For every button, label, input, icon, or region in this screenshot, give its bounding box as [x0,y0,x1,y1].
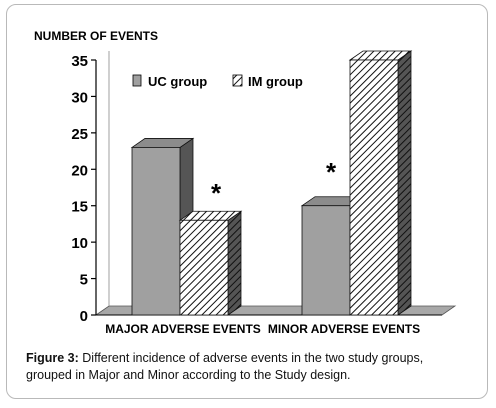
y-tick-label: 15 [71,199,88,216]
y-tick-label: 20 [71,162,88,179]
bar-im-0-side [227,210,242,316]
significance-asterisk: * [326,157,337,187]
legend-swatch-im [232,74,243,87]
legend: UC group IM group [132,74,303,89]
bar-uc-1-front [301,205,351,316]
y-tick-label: 5 [80,272,88,289]
bar-chart: NUMBER OF EVENTS 0 5 10 15 20 25 30 35 MAJOR ADV… [34,29,457,336]
bar-im-1-side [397,50,412,316]
figure-caption: Figure 3: Different incidence of adverse… [26,350,471,384]
caption-label: Figure 3: [26,351,79,365]
bar-uc-0-front [131,147,181,316]
bar-im-0 [178,210,243,316]
y-tick-label: 10 [71,235,88,252]
y-tick-label: 0 [80,308,88,325]
legend-label-uc: UC group [148,74,207,89]
y-tick-label: 25 [71,126,88,143]
y-tick-label: 30 [71,89,88,106]
y-tick-label: 35 [71,53,88,70]
bar-im-1-front [349,59,399,316]
bar-im-0-front [179,219,229,316]
y-axis-title: NUMBER OF EVENTS [34,29,158,43]
x-category-label: MAJOR ADVERSE EVENTS [105,322,261,336]
bar-im-1 [348,50,413,316]
significance-asterisk: * [211,178,222,208]
legend-swatch-uc [132,74,142,87]
caption-text: Different incidence of adverse events in… [26,351,424,382]
legend-label-im: IM group [248,74,303,89]
x-category-label: MINOR ADVERSE EVENTS [268,322,420,336]
